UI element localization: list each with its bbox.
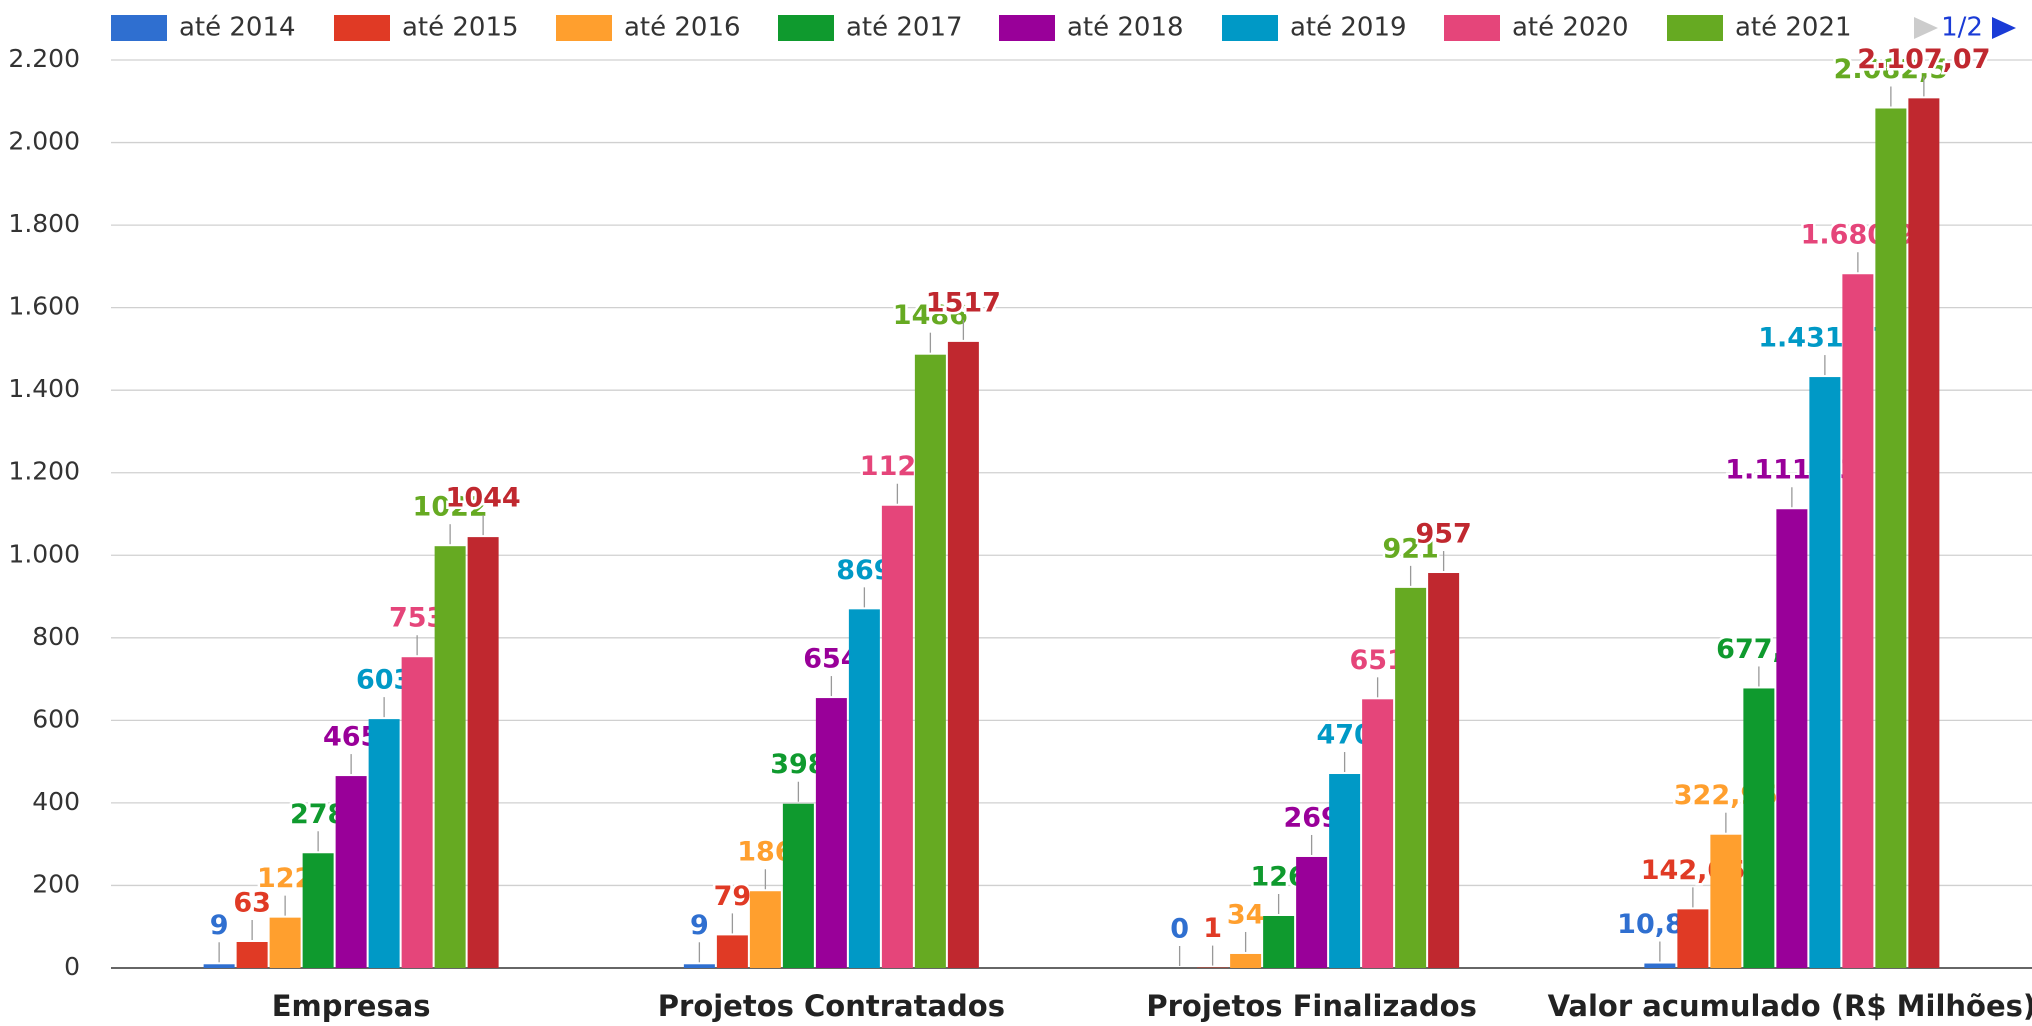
legend-prev[interactable] <box>1914 17 1938 39</box>
bar <box>335 776 367 968</box>
legend-swatch <box>1444 15 1500 41</box>
legend-label: até 2021 <box>1735 13 1852 43</box>
y-tick-label: 1.000 <box>8 539 80 568</box>
y-tick-label: 200 <box>32 869 80 898</box>
bar <box>1395 587 1427 968</box>
y-tick-label: 1.200 <box>8 457 80 486</box>
legend-swatch <box>778 15 834 41</box>
bar <box>203 964 235 968</box>
legend-label: até 2020 <box>1512 13 1629 43</box>
bar <box>1329 774 1361 968</box>
y-tick-label: 1.400 <box>8 374 80 403</box>
x-tick-label: Projetos Finalizados <box>1146 989 1476 1023</box>
bar <box>467 537 499 968</box>
bar <box>1263 915 1295 968</box>
y-tick-label: 2.200 <box>8 44 80 73</box>
bar <box>1776 509 1808 968</box>
data-label: 1517 <box>926 287 1001 318</box>
legend-label: até 2018 <box>1067 13 1184 43</box>
bar <box>716 935 748 968</box>
bar <box>434 546 466 968</box>
bar <box>1428 573 1460 968</box>
bar <box>1809 377 1841 968</box>
bar <box>1908 98 1940 969</box>
data-label: 921 <box>1382 533 1438 564</box>
data-label: 79 <box>714 881 752 912</box>
legend-swatch <box>556 15 612 41</box>
y-tick-label: 600 <box>32 704 80 733</box>
data-label: 2.107,07 <box>1857 44 1990 75</box>
bar <box>881 505 913 968</box>
legend-label: até 2015 <box>402 13 519 43</box>
bar <box>1710 834 1742 968</box>
legend-swatch <box>1667 15 1723 41</box>
y-tick-label: 400 <box>32 787 80 816</box>
bar <box>749 891 781 968</box>
bar <box>368 719 400 968</box>
data-label: 9 <box>690 910 709 941</box>
data-label: 1022 <box>413 492 488 523</box>
bar <box>302 853 334 968</box>
y-tick-label: 1.800 <box>8 209 80 238</box>
bar <box>1875 108 1907 968</box>
bar <box>683 964 715 968</box>
legend-label: até 2019 <box>1290 13 1407 43</box>
bar <box>1677 909 1709 968</box>
legend-label: até 2014 <box>179 13 296 43</box>
bar <box>782 803 814 968</box>
bar <box>401 657 433 968</box>
data-label: 0 <box>1170 914 1189 945</box>
legend-swatch <box>334 15 390 41</box>
bar <box>1362 699 1394 968</box>
x-tick-label: Projetos Contratados <box>658 989 1005 1023</box>
y-tick-label: 800 <box>32 622 80 651</box>
data-label: 9 <box>210 910 229 941</box>
legend-swatch <box>999 15 1055 41</box>
bar <box>1230 953 1262 968</box>
data-label: 63 <box>233 887 271 918</box>
y-tick-label: 1.600 <box>8 292 80 321</box>
legend-label: até 2017 <box>846 13 963 43</box>
bar <box>947 341 979 969</box>
y-tick-label: 0 <box>64 952 80 981</box>
legend-swatch <box>1222 15 1278 41</box>
data-label: 1486 <box>893 300 968 331</box>
bar <box>914 354 946 969</box>
legend-next[interactable] <box>1992 17 2016 39</box>
x-tick-label: Empresas <box>272 989 431 1023</box>
bar <box>1644 963 1676 968</box>
data-label: 1044 <box>446 483 521 514</box>
bar <box>1743 688 1775 968</box>
x-tick-label: Valor acumulado (R$ Milhões) <box>1548 989 2032 1023</box>
data-label: 34 <box>1227 899 1265 930</box>
data-label: 2.082,5 <box>1834 54 1948 85</box>
legend-page: 1/2 <box>1941 13 1983 43</box>
data-label: 1 <box>1203 913 1222 944</box>
bar <box>815 698 847 968</box>
bar <box>848 609 880 968</box>
bar <box>1842 274 1874 969</box>
legend-swatch <box>111 15 167 41</box>
y-tick-label: 2.000 <box>8 127 80 156</box>
bar <box>269 917 301 968</box>
bar <box>236 941 268 968</box>
bar <box>1296 856 1328 968</box>
data-label: 957 <box>1415 519 1471 550</box>
legend-label: até 2016 <box>624 13 741 43</box>
